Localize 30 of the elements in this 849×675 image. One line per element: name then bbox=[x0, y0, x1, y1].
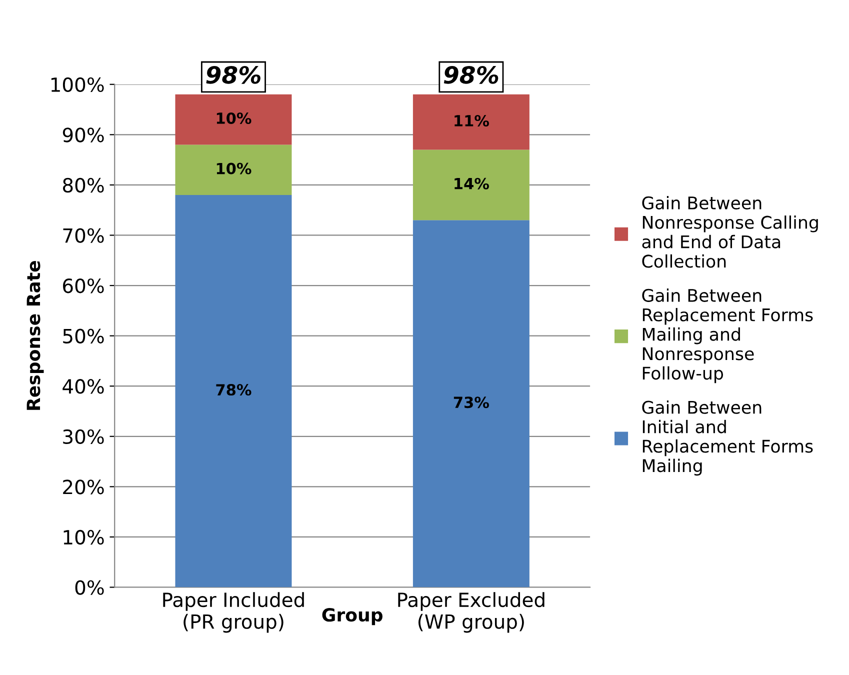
total-label: 98% bbox=[444, 66, 498, 84]
data-label: 11% bbox=[454, 114, 489, 127]
legend-label: Gain Between Replacement Forms Mailing and Nonresponse Follow-up bbox=[642, 288, 813, 384]
x-tick-label: Paper Excluded (WP group) bbox=[398, 592, 544, 633]
y-tick-label: 50% bbox=[63, 328, 104, 344]
bar bbox=[175, 144, 292, 196]
bar bbox=[175, 195, 292, 588]
x-axis-title: Group bbox=[322, 608, 382, 626]
data-label: 10% bbox=[216, 162, 252, 174]
y-tick-label: 30% bbox=[63, 429, 104, 444]
y-tick-label: 60% bbox=[63, 278, 104, 294]
y-tick-label: 80% bbox=[62, 178, 104, 193]
legend-label: Gain Between Nonresponse Calling and End of Data Collection bbox=[642, 196, 818, 268]
data-label: 73% bbox=[454, 396, 489, 408]
total-label: 98% bbox=[206, 66, 260, 84]
data-label: 78% bbox=[216, 384, 252, 396]
y-tick-label: 100% bbox=[51, 77, 104, 92]
y-tick-label: 40% bbox=[62, 379, 104, 394]
bar bbox=[412, 150, 530, 220]
y-tick-label: 10% bbox=[64, 530, 104, 545]
y-tick-label: 20% bbox=[63, 480, 104, 494]
bar bbox=[412, 220, 530, 588]
y-tick-label: 90% bbox=[62, 128, 104, 142]
legend-label: Gain Between Initial and Replacement Forms Mailing bbox=[642, 400, 813, 476]
y-axis-title: Response Rate bbox=[26, 261, 44, 410]
data-label: 10% bbox=[216, 112, 252, 124]
data-label: 14% bbox=[454, 178, 489, 190]
x-tick-label: Paper Included (PR group) bbox=[163, 592, 304, 633]
y-tick-label: 70% bbox=[63, 228, 104, 243]
y-tick-label: 0% bbox=[75, 580, 104, 595]
